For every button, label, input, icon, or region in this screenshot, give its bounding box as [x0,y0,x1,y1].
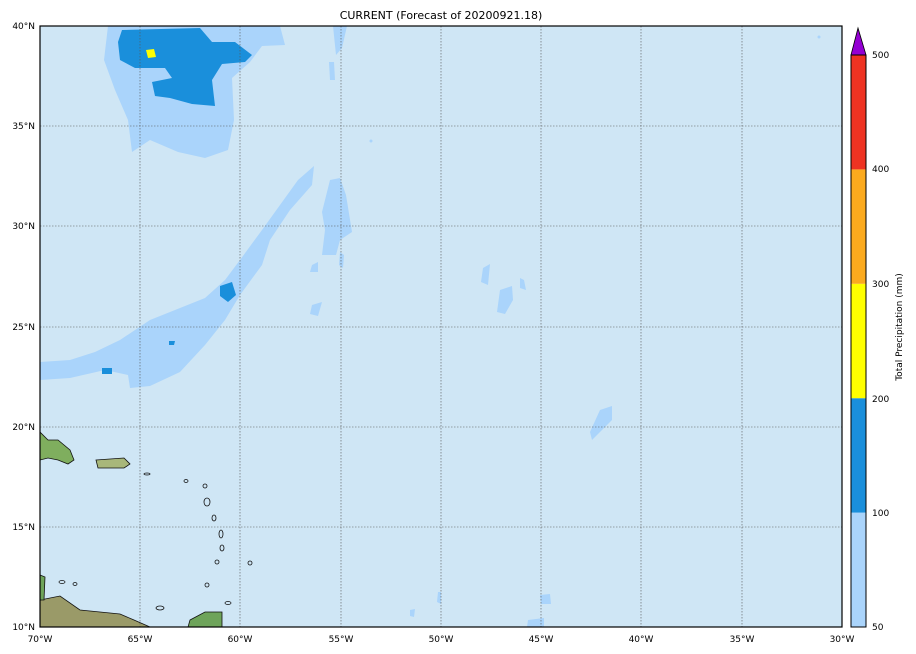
map-title: CURRENT (Forecast of 20200921.18) [340,9,543,22]
colorbar-tick: 500 [872,51,889,61]
precip-100-200 [102,28,252,374]
precip-200-300 [146,49,156,58]
colorbar-bin-400-500 [851,55,866,170]
colorbar-bin-300-400 [851,169,866,284]
map-area [39,25,843,628]
x-tick: 70°W [28,635,53,645]
x-axis-ticks: 70°W 65°W 60°W 55°W 50°W 45°W 40°W 35°W … [28,635,855,645]
x-tick: 35°W [730,635,755,645]
colorbar-frame [850,54,867,628]
islands [58,472,253,611]
x-tick: 45°W [529,635,554,645]
x-tick: 30°W [830,635,855,645]
colorbar-tick: 400 [872,165,889,175]
y-tick: 15°N [12,523,35,533]
colorbar-tick: 200 [872,395,889,405]
x-tick: 50°W [429,635,454,645]
colorbar-tick: 50 [872,623,884,633]
colorbar-extend-arrow [850,26,867,56]
colorbar-bin-200-300 [851,283,866,399]
colorbar: 50 100 200 300 400 500 Total Precipitati… [850,26,905,633]
x-tick: 65°W [128,635,153,645]
x-tick: 40°W [629,635,654,645]
y-tick: 35°N [12,122,35,132]
y-tick: 20°N [12,423,35,433]
y-tick: 30°N [12,222,35,232]
gridlines [40,26,842,627]
y-tick: 40°N [12,22,35,32]
y-axis-ticks: 10°N 15°N 20°N 25°N 30°N 35°N 40°N [12,22,35,633]
y-tick: 25°N [12,323,35,333]
map-frame [39,25,843,628]
colorbar-tick: 300 [872,280,889,290]
colorbar-bin-100-200 [851,398,866,513]
colorbar-label: Total Precipitation (mm) [895,273,905,382]
colorbar-bin-50-100 [851,512,866,627]
colorbar-tick: 100 [872,509,889,519]
x-tick: 60°W [228,635,253,645]
y-tick: 10°N [12,623,35,633]
land [40,431,223,627]
x-tick: 55°W [329,635,354,645]
